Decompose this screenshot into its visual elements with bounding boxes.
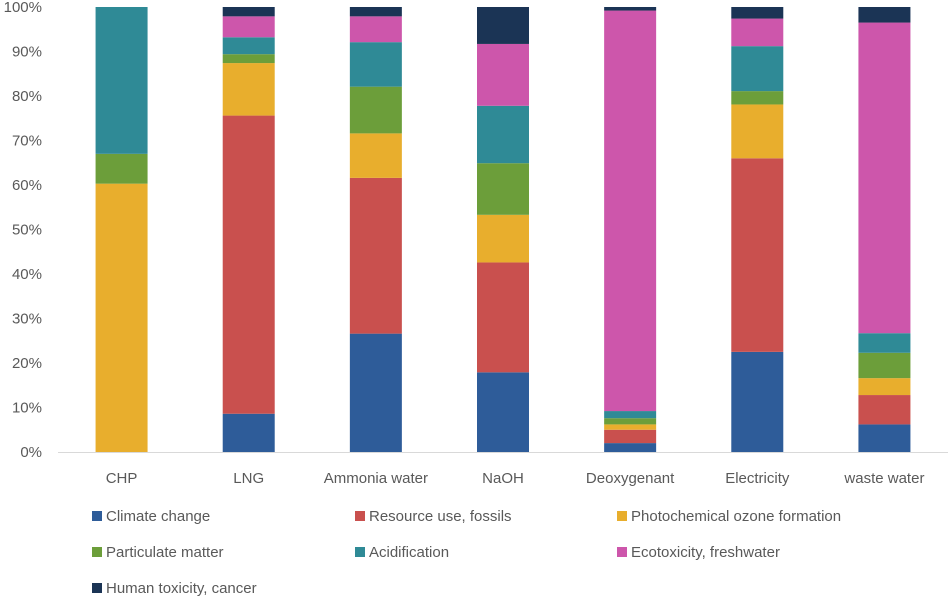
y-tick-label: 60% bbox=[12, 177, 42, 194]
bar-segment-deoxygenant-ecotoxicity-freshwater bbox=[604, 10, 657, 412]
bar-segment-naoh-acidification bbox=[477, 105, 529, 164]
bar-segment-electricity-human-toxicity-cancer bbox=[731, 7, 784, 19]
bar-segment-naoh-photochemical-ozone-formation bbox=[477, 214, 529, 263]
legend: Climate change Resource use, fossils Photo… bbox=[92, 508, 841, 597]
legend-label: Resource use, fossils bbox=[369, 508, 512, 525]
legend-item-photochemical-ozone-formation: Photochemical ozone formation bbox=[617, 508, 841, 525]
bar-segment-deoxygenant-human-toxicity-cancer bbox=[604, 7, 657, 11]
bar-segment-naoh-ecotoxicity-freshwater bbox=[477, 43, 529, 106]
y-tick-label: 20% bbox=[12, 355, 42, 372]
legend-label: Particulate matter bbox=[106, 544, 224, 561]
x-tick-label: LNG bbox=[233, 470, 264, 487]
legend-label: Climate change bbox=[106, 508, 210, 525]
x-tick-label: Ammonia water bbox=[324, 470, 428, 487]
legend-swatch bbox=[92, 511, 102, 521]
x-tick-label: CHP bbox=[106, 470, 138, 487]
bar-segment-ammonia-water-ecotoxicity-freshwater bbox=[349, 16, 402, 43]
y-tick-label: 80% bbox=[12, 88, 42, 105]
bar-segment-lng-resource-use-fossils bbox=[222, 115, 275, 414]
bar-segment-deoxygenant-photochemical-ozone-formation bbox=[604, 424, 657, 430]
bar-segment-naoh-human-toxicity-cancer bbox=[477, 7, 529, 44]
bar-segment-deoxygenant-resource-use-fossils bbox=[604, 429, 657, 444]
bar-segment-chp-photochemical-ozone-formation bbox=[95, 183, 148, 453]
y-tick-label: 90% bbox=[12, 44, 42, 61]
legend-label: Acidification bbox=[369, 544, 449, 561]
bar-segment-lng-photochemical-ozone-formation bbox=[222, 63, 275, 116]
legend-swatch bbox=[617, 511, 627, 521]
bar-segment-naoh-particulate-matter bbox=[477, 163, 529, 215]
bar-segment-ammonia-water-acidification bbox=[349, 42, 402, 87]
bar-segment-lng-climate-change bbox=[222, 413, 275, 452]
y-tick-label: 0% bbox=[20, 444, 42, 461]
x-axis: CHP LNG Ammonia water NaOH Deoxygenant Electr… bbox=[106, 470, 925, 487]
legend-swatch bbox=[355, 511, 365, 521]
bar-segment-ammonia-water-human-toxicity-cancer bbox=[349, 7, 402, 17]
y-tick-label: 70% bbox=[12, 133, 42, 150]
bars bbox=[95, 7, 911, 453]
legend-item-climate-change: Climate change bbox=[92, 508, 210, 525]
bar-segment-deoxygenant-particulate-matter bbox=[604, 418, 657, 425]
bar-segment-waste-water-photochemical-ozone-formation bbox=[858, 378, 911, 396]
bar-segment-ammonia-water-climate-change bbox=[349, 333, 402, 452]
bar-segment-lng-ecotoxicity-freshwater bbox=[222, 16, 275, 38]
legend-swatch bbox=[355, 547, 365, 557]
bar-segment-waste-water-human-toxicity-cancer bbox=[858, 7, 911, 23]
y-tick-label: 40% bbox=[12, 266, 42, 283]
bar-segment-electricity-resource-use-fossils bbox=[731, 158, 784, 352]
bar-segment-naoh-resource-use-fossils bbox=[477, 262, 529, 373]
y-tick-label: 10% bbox=[12, 400, 42, 417]
bar-segment-waste-water-particulate-matter bbox=[858, 352, 911, 379]
legend-label: Human toxicity, cancer bbox=[106, 580, 257, 597]
bar-segment-chp-particulate-matter bbox=[95, 153, 148, 184]
legend-item-ecotoxicity-freshwater: Ecotoxicity, freshwater bbox=[617, 544, 780, 561]
legend-swatch bbox=[92, 547, 102, 557]
bar-segment-deoxygenant-climate-change bbox=[604, 443, 657, 452]
bar-segment-ammonia-water-particulate-matter bbox=[349, 86, 402, 134]
bar-segment-electricity-acidification bbox=[731, 46, 784, 92]
bar-segment-electricity-photochemical-ozone-formation bbox=[731, 104, 784, 159]
bar-segment-electricity-ecotoxicity-freshwater bbox=[731, 18, 784, 47]
bar-segment-ammonia-water-photochemical-ozone-formation bbox=[349, 133, 402, 178]
x-tick-label: NaOH bbox=[482, 470, 524, 487]
x-tick-label: Electricity bbox=[725, 470, 790, 487]
bar-segment-lng-acidification bbox=[222, 37, 275, 55]
bar-segment-waste-water-ecotoxicity-freshwater bbox=[858, 22, 911, 334]
legend-item-acidification: Acidification bbox=[355, 544, 449, 561]
x-tick-label: Deoxygenant bbox=[586, 470, 675, 487]
y-tick-label: 100% bbox=[4, 0, 42, 16]
bar-segment-naoh-climate-change bbox=[477, 372, 529, 452]
bar-segment-electricity-climate-change bbox=[731, 351, 784, 453]
legend-item-particulate-matter: Particulate matter bbox=[92, 544, 224, 561]
y-tick-label: 30% bbox=[12, 311, 42, 328]
legend-swatch bbox=[617, 547, 627, 557]
legend-item-resource-use-fossils: Resource use, fossils bbox=[355, 508, 512, 525]
x-tick-label: waste water bbox=[843, 470, 924, 487]
bar-segment-ammonia-water-resource-use-fossils bbox=[349, 177, 402, 334]
bar-segment-lng-human-toxicity-cancer bbox=[222, 7, 275, 17]
bar-segment-chp-acidification bbox=[95, 7, 148, 154]
bar-segment-lng-particulate-matter bbox=[222, 54, 275, 64]
legend-item-human-toxicity-cancer: Human toxicity, cancer bbox=[92, 580, 257, 597]
legend-label: Photochemical ozone formation bbox=[631, 508, 841, 525]
y-axis: 0% 10% 20% 30% 40% 50% 60% 70% 80% 90% 100% bbox=[4, 0, 42, 461]
bar-segment-waste-water-resource-use-fossils bbox=[858, 395, 911, 425]
bar-segment-waste-water-climate-change bbox=[858, 424, 911, 452]
bar-segment-deoxygenant-acidification bbox=[604, 411, 657, 419]
legend-swatch bbox=[92, 583, 102, 593]
bar-segment-waste-water-acidification bbox=[858, 333, 911, 353]
legend-label: Ecotoxicity, freshwater bbox=[631, 544, 780, 561]
bar-segment-electricity-particulate-matter bbox=[731, 91, 784, 105]
y-tick-label: 50% bbox=[12, 222, 42, 239]
